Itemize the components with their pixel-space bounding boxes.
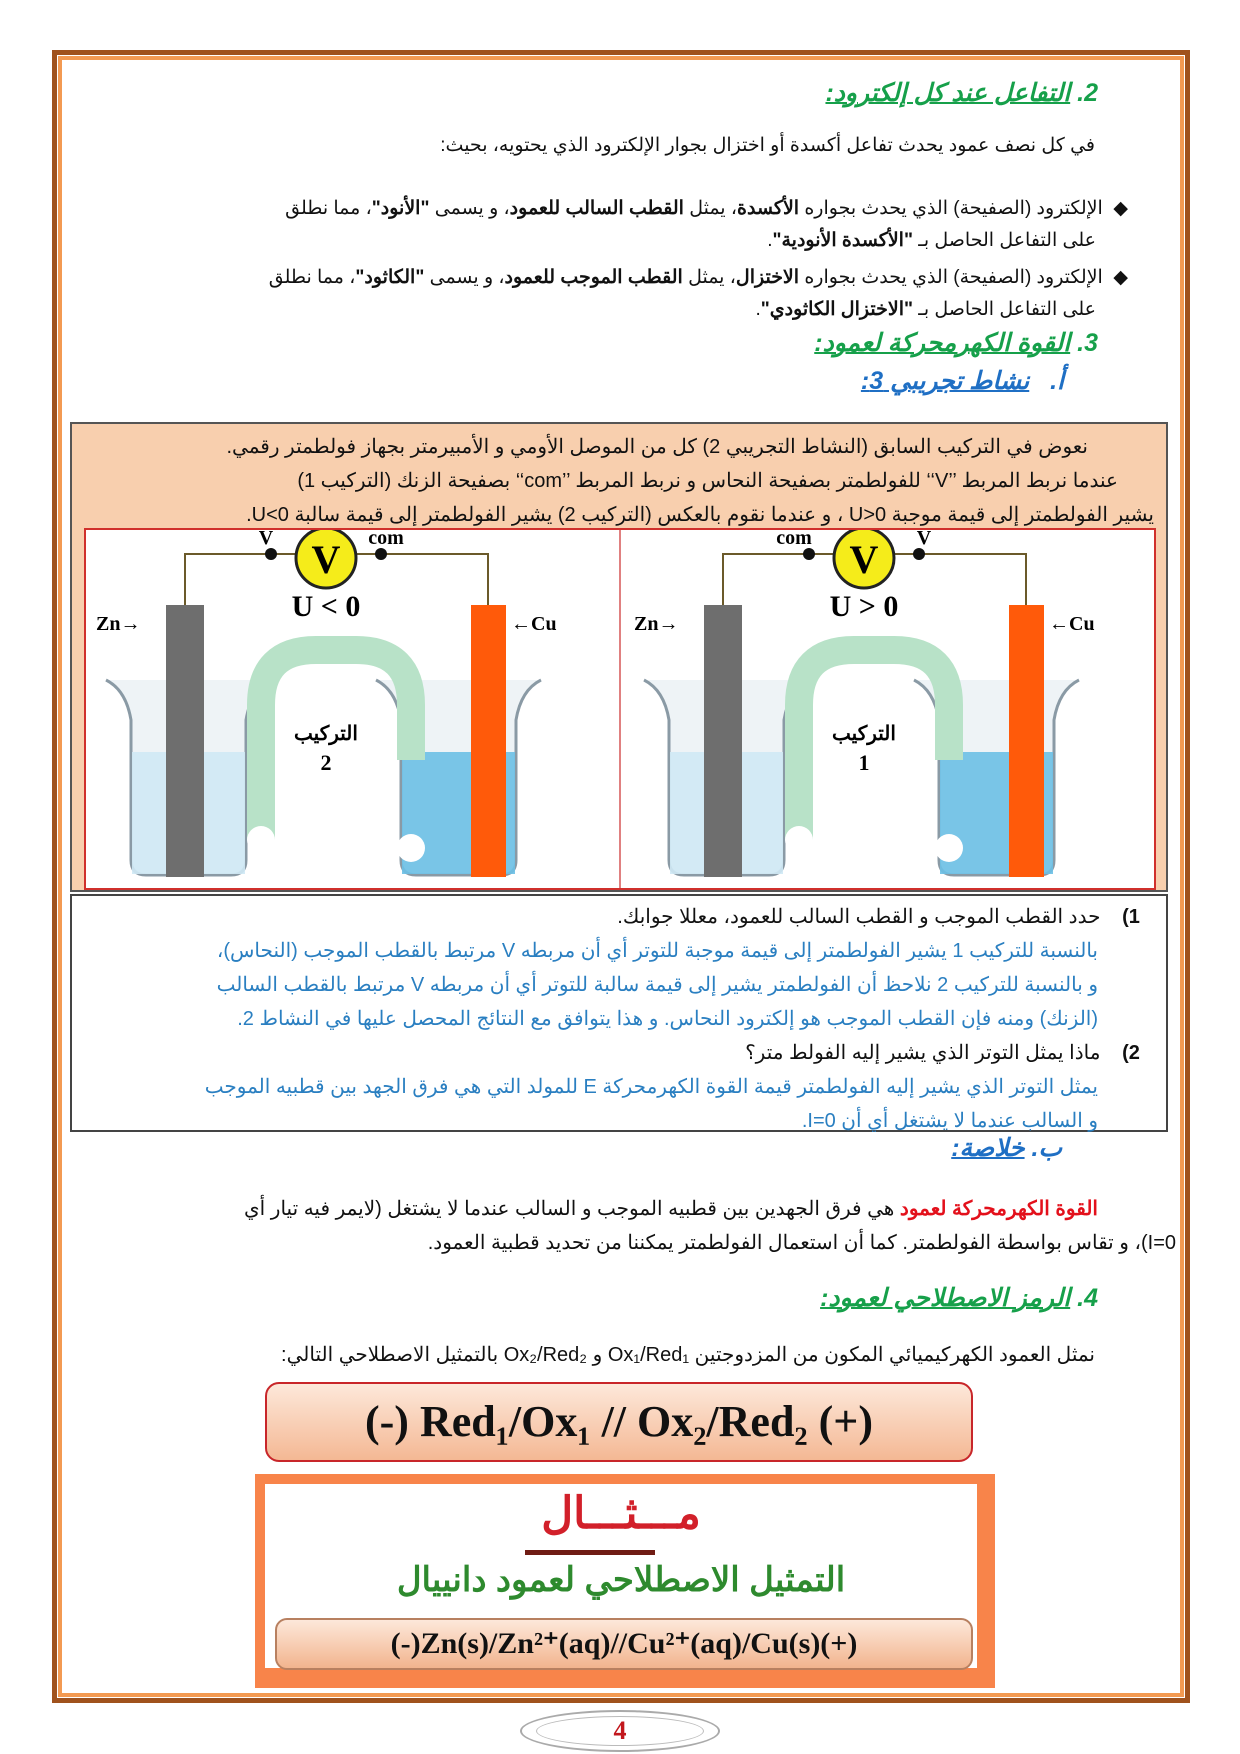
zinc-label: Zn→ xyxy=(96,613,140,635)
voltage-sign: U < 0 xyxy=(292,590,361,623)
terminal xyxy=(375,548,387,560)
cotton-plug xyxy=(785,826,813,854)
section-4-intro: نمثل العمود الكهركيميائي المكون من المزد… xyxy=(281,1344,1095,1366)
voltmeter-symbol: V xyxy=(312,537,341,582)
terminal xyxy=(803,548,815,560)
activity-text: نعوض في التركيب السابق (النشاط التجريبي … xyxy=(226,436,1154,526)
questions-box: 1) حدد القطب الموجب و القطب السالب للعمو… xyxy=(70,894,1168,1132)
copper-electrode xyxy=(1009,605,1044,877)
terminal-label-v: V xyxy=(259,530,274,549)
diamond-bullet-icon: ◆ xyxy=(1113,267,1128,288)
summary-text: القوة الكهرمحركة لعمود هي فرق الجهدين بي… xyxy=(244,1198,1176,1254)
bullet-anode: ◆ الإلكترود (الصفيحة) الذي يحدث بجواره ا… xyxy=(285,198,1128,251)
example-box: مـــثـــال التمثيل الاصطلاحي لعمود دانيي… xyxy=(255,1474,995,1688)
cotton-plug xyxy=(247,826,275,854)
zinc-electrode xyxy=(704,605,742,877)
title-underline xyxy=(525,1550,655,1555)
salt-bridge xyxy=(785,636,963,840)
cotton-plug xyxy=(397,834,425,862)
daniell-formula: (-)Zn(s)/Zn²⁺(aq)//Cu²⁺(aq)/Cu(s)(+) xyxy=(275,1618,973,1670)
copper-label: ←Cu xyxy=(1049,613,1095,635)
terminal xyxy=(265,548,277,560)
voltmeter-symbol: V xyxy=(850,537,879,582)
section-3-heading: 3. القوة الكهرمحركة لعمود: xyxy=(814,329,1098,357)
section-4-heading: 4. الرمز الاصطلاحي لعمود: xyxy=(820,1284,1098,1312)
copper-electrode xyxy=(471,605,506,877)
diamond-bullet-icon: ◆ xyxy=(1113,198,1128,219)
terminal xyxy=(913,548,925,560)
zinc-electrode xyxy=(166,605,204,877)
section-2-heading: 2. التفاعل عند كل إلكترود: xyxy=(825,79,1098,107)
setup-number: 1 xyxy=(859,750,870,775)
summary-heading: ب. خلاصة: xyxy=(951,1134,1062,1162)
bullet-cathode: ◆ الإلكترود (الصفيحة) الذي يحدث بجواره ا… xyxy=(268,267,1128,320)
salt-bridge xyxy=(247,636,425,840)
activity-3-heading: أ. نشاط تجريبي 3: xyxy=(860,367,1064,395)
page-frame xyxy=(52,50,1190,1703)
cell-notation-formula: (-) Red₁/Ox₁ // Ox₂/Red₂ (+) xyxy=(265,1382,973,1462)
copper-label: ←Cu xyxy=(511,613,557,635)
question-1: 1) حدد القطب الموجب و القطب السالب للعمو… xyxy=(204,906,1140,1132)
example-subtitle: التمثيل الاصطلاحي لعمود دانييال xyxy=(396,1561,846,1599)
setup-number: 2 xyxy=(321,750,332,775)
zinc-label: Zn→ xyxy=(634,613,678,635)
page-number: 4 xyxy=(520,1710,720,1752)
terminal-label-com: V xyxy=(917,530,932,549)
cotton-plug xyxy=(935,834,963,862)
example-title: مـــثـــال xyxy=(541,1489,701,1538)
section-2-intro: في كل نصف عمود يحدث تفاعل أكسدة أو اختزا… xyxy=(440,135,1095,156)
setup-label: التركيب xyxy=(294,723,358,746)
voltage-sign: U > 0 xyxy=(830,590,899,623)
terminal-label-com: com xyxy=(368,530,404,549)
setup-label: التركيب xyxy=(832,723,896,746)
terminal-label-v: com xyxy=(776,530,812,549)
